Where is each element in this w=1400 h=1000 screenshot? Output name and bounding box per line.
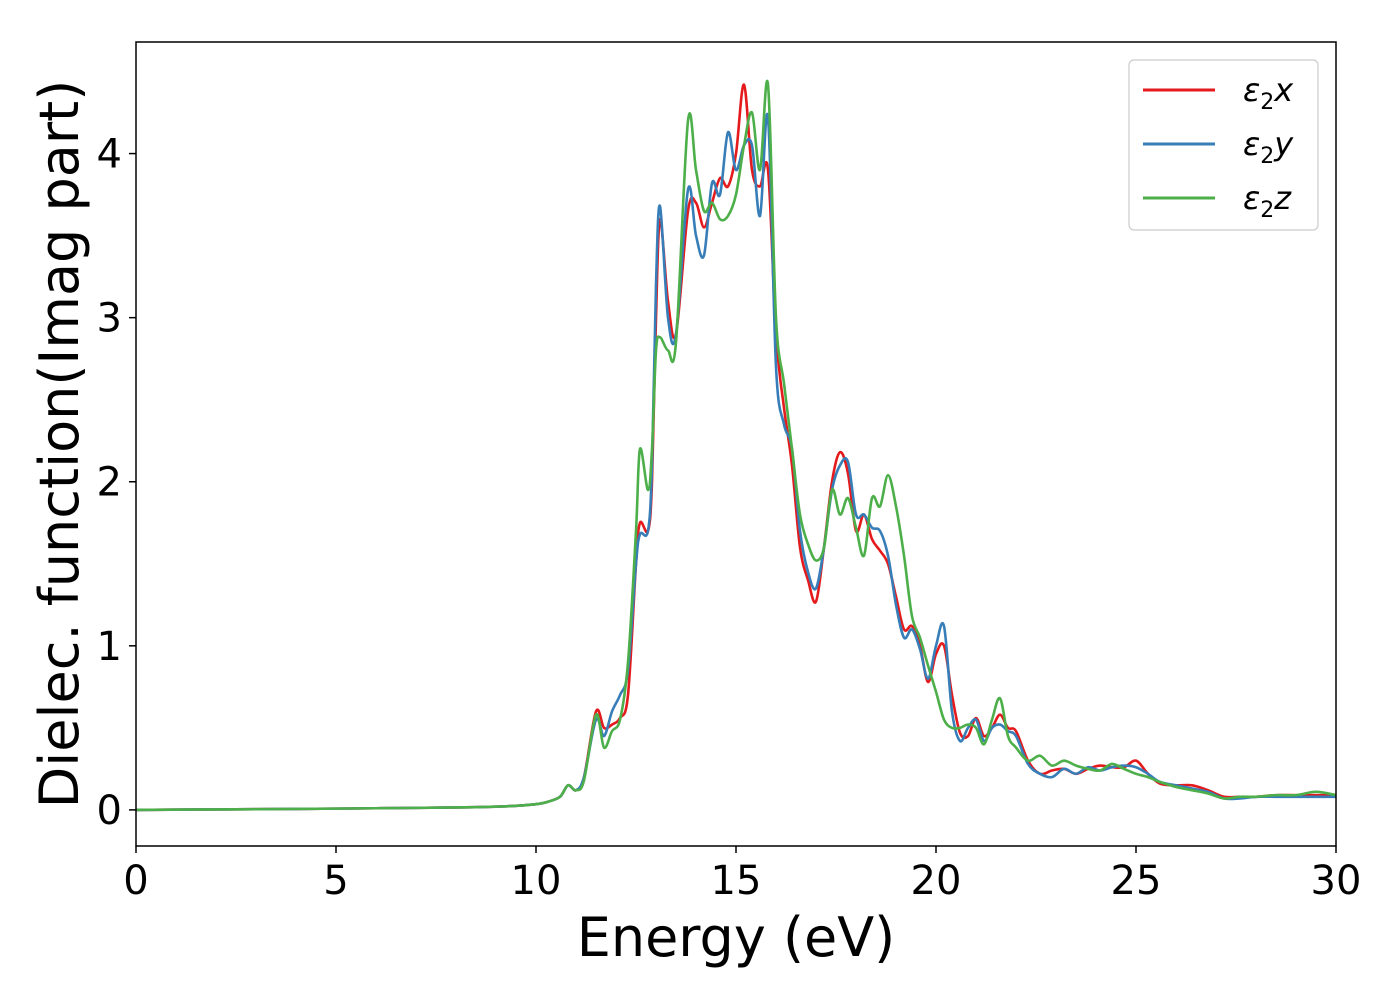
x-tick-label: 25 bbox=[1111, 858, 1162, 904]
x-tick-label: 0 bbox=[123, 858, 148, 904]
x-tick-label: 5 bbox=[323, 858, 348, 904]
legend-label-z: ε2z bbox=[1243, 179, 1292, 223]
legend-label-y: ε2y bbox=[1243, 125, 1294, 169]
series-line-y bbox=[135, 112, 1336, 812]
x-tick-label: 30 bbox=[1311, 858, 1362, 904]
x-axis-title: Energy (eV) bbox=[577, 906, 896, 969]
y-tick-label: 4 bbox=[97, 132, 122, 178]
x-axis-ticks: 0 5 10 15 20 25 30 bbox=[123, 846, 1361, 904]
legend-label-x: ε2x bbox=[1243, 71, 1294, 115]
x-tick-label: 20 bbox=[911, 858, 962, 904]
y-tick-label: 1 bbox=[97, 624, 122, 670]
series-line-z bbox=[135, 79, 1337, 812]
y-axis-title: Dielec. function(Imag part) bbox=[28, 80, 91, 809]
x-tick-label: 10 bbox=[511, 858, 562, 904]
y-tick-label: 0 bbox=[97, 788, 122, 834]
y-tick-label: 2 bbox=[97, 460, 122, 506]
y-axis-ticks: 0 1 2 3 4 bbox=[97, 132, 136, 834]
x-tick-label: 15 bbox=[711, 858, 762, 904]
y-tick-label: 3 bbox=[97, 296, 122, 342]
series-layer bbox=[135, 79, 1337, 812]
legend: ε2x ε2y ε2z bbox=[1128, 59, 1319, 231]
legend-box bbox=[1128, 59, 1319, 231]
